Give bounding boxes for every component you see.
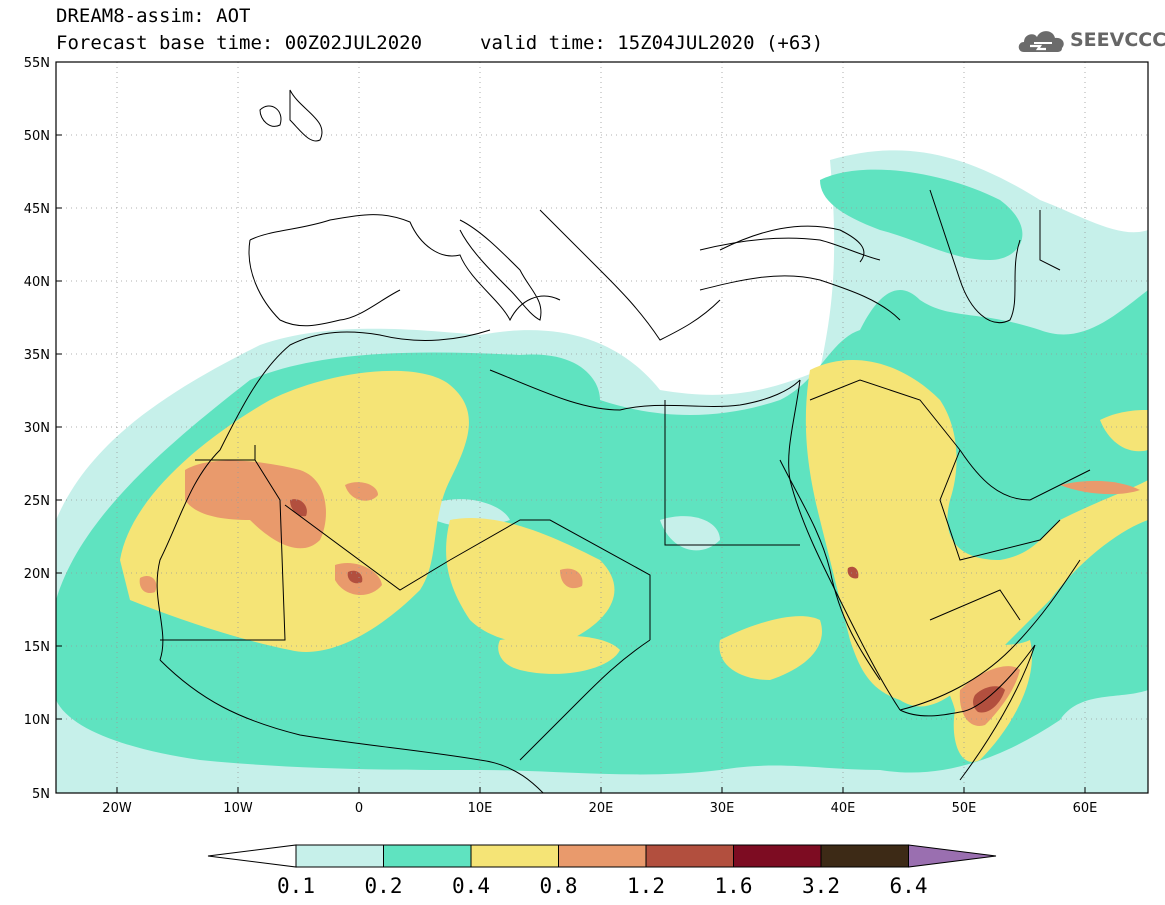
lon-label-10w: 10W — [223, 801, 253, 816]
colorbar-bin-6 — [733, 844, 822, 868]
lon-label-60e: 60E — [1073, 801, 1098, 816]
lat-label-30n: 30N — [24, 421, 50, 436]
lat-label-50n: 50N — [24, 129, 50, 144]
colorbar — [207, 844, 997, 868]
valid-time: valid time: 15Z04JUL2020 (+63) — [480, 32, 824, 54]
colorbar-label-1.6: 1.6 — [715, 874, 753, 898]
colorbar-bin-2 — [383, 844, 472, 868]
lat-label-5n: 5N — [32, 787, 50, 802]
lon-label-20w: 20W — [102, 801, 132, 816]
lon-label-40e: 40E — [831, 801, 856, 816]
lon-label-30e: 30E — [710, 801, 735, 816]
lat-label-45n: 45N — [24, 202, 50, 217]
colorbar-bin-3 — [470, 844, 559, 868]
lat-label-40n: 40N — [24, 275, 50, 290]
colorbar-under-arrow — [207, 844, 297, 868]
colorbar-label-0.8: 0.8 — [540, 874, 578, 898]
tick-marks — [56, 61, 1086, 794]
lon-label-0: 0 — [355, 801, 363, 816]
colorbar-over-arrow — [908, 844, 997, 868]
lat-label-25n: 25N — [24, 494, 50, 509]
colorbar-label-0.1: 0.1 — [277, 874, 315, 898]
lat-label-10n: 10N — [24, 713, 50, 728]
aot-shading — [56, 150, 1148, 793]
grid-lines — [56, 62, 1148, 793]
colorbar-label-6.4: 6.4 — [890, 874, 928, 898]
lon-label-50e: 50E — [952, 801, 977, 816]
colorbar-bin-1 — [295, 844, 384, 868]
lat-label-35n: 35N — [24, 348, 50, 363]
seevccc-logo: SEEVCCC — [1016, 22, 1165, 58]
forecast-base-time: Forecast base time: 00Z02JUL2020 — [56, 32, 423, 54]
lat-label-20n: 20N — [24, 567, 50, 582]
lon-label-20e: 20E — [589, 801, 614, 816]
colorbar-label-0.4: 0.4 — [452, 874, 490, 898]
colorbar-bin-5 — [645, 844, 734, 868]
lat-label-15n: 15N — [24, 640, 50, 655]
chart-title: DREAM8-assim: AOT — [56, 5, 251, 27]
lon-label-10e: 10E — [468, 801, 493, 816]
cloud-icon — [1018, 31, 1064, 52]
colorbar-bin-4 — [558, 844, 647, 868]
logo-text: SEEVCCC — [1070, 29, 1165, 51]
coastlines — [156, 89, 1091, 793]
lat-label-55n: 55N — [24, 56, 50, 71]
colorbar-label-1.2: 1.2 — [627, 874, 665, 898]
colorbar-label-0.2: 0.2 — [365, 874, 403, 898]
colorbar-label-3.2: 3.2 — [802, 874, 840, 898]
colorbar-bin-7 — [820, 844, 909, 868]
